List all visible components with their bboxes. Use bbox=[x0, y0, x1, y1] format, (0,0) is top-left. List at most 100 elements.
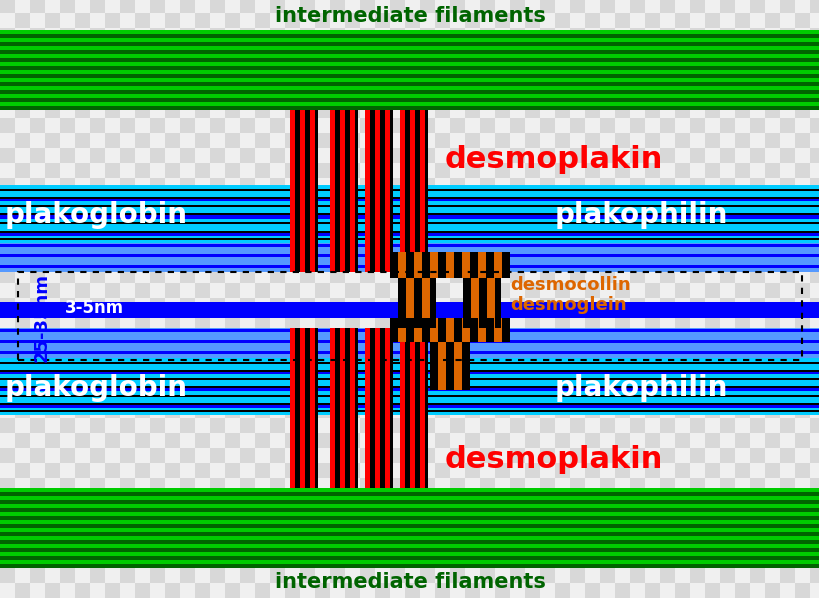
Bar bbox=[360, 538, 374, 553]
Bar bbox=[464, 388, 479, 403]
Bar bbox=[674, 373, 689, 388]
Bar bbox=[120, 343, 135, 358]
Bar bbox=[269, 28, 285, 43]
Bar bbox=[464, 88, 479, 103]
Bar bbox=[0, 373, 15, 388]
Bar bbox=[135, 43, 150, 58]
Bar bbox=[734, 298, 749, 313]
Bar bbox=[300, 268, 314, 283]
Bar bbox=[405, 388, 419, 403]
Bar bbox=[495, 13, 509, 28]
Bar bbox=[300, 58, 314, 73]
Bar bbox=[180, 268, 195, 283]
Bar bbox=[120, 538, 135, 553]
Bar bbox=[30, 328, 45, 343]
Bar bbox=[479, 508, 495, 523]
Bar bbox=[300, 328, 305, 488]
Bar bbox=[779, 178, 794, 193]
Bar bbox=[600, 283, 614, 298]
Bar bbox=[794, 463, 809, 478]
Bar bbox=[255, 373, 269, 388]
Bar bbox=[45, 538, 60, 553]
Bar bbox=[419, 313, 434, 328]
Bar bbox=[674, 568, 689, 583]
Bar bbox=[450, 13, 464, 28]
Bar bbox=[689, 403, 704, 418]
Bar bbox=[689, 253, 704, 268]
Bar bbox=[255, 238, 269, 253]
Bar bbox=[180, 208, 195, 223]
Bar bbox=[629, 103, 645, 118]
Bar bbox=[300, 0, 314, 13]
Bar bbox=[540, 523, 554, 538]
Bar bbox=[734, 583, 749, 598]
Bar bbox=[300, 253, 314, 268]
Bar bbox=[180, 568, 195, 583]
Bar bbox=[569, 148, 584, 163]
Bar bbox=[285, 493, 300, 508]
Bar bbox=[150, 193, 165, 208]
Bar bbox=[300, 508, 314, 523]
Bar bbox=[674, 193, 689, 208]
Bar bbox=[314, 508, 329, 523]
Bar bbox=[764, 523, 779, 538]
Bar bbox=[689, 283, 704, 298]
Bar bbox=[479, 433, 495, 448]
Bar bbox=[779, 553, 794, 568]
Bar bbox=[15, 343, 30, 358]
Bar bbox=[614, 118, 629, 133]
Bar bbox=[674, 523, 689, 538]
Bar bbox=[374, 133, 390, 148]
Bar bbox=[385, 328, 390, 488]
Bar bbox=[645, 58, 659, 73]
Bar bbox=[764, 0, 779, 13]
Bar bbox=[374, 13, 390, 28]
Bar bbox=[524, 73, 540, 88]
Bar bbox=[120, 193, 135, 208]
Bar bbox=[569, 268, 584, 283]
Bar bbox=[30, 178, 45, 193]
Bar bbox=[210, 193, 224, 208]
Bar bbox=[400, 110, 405, 272]
Bar bbox=[764, 418, 779, 433]
Bar bbox=[584, 268, 600, 283]
Bar bbox=[794, 388, 809, 403]
Bar bbox=[524, 43, 540, 58]
Bar bbox=[15, 433, 30, 448]
Bar bbox=[749, 553, 764, 568]
Bar bbox=[180, 253, 195, 268]
Bar bbox=[120, 28, 135, 43]
Bar bbox=[195, 478, 210, 493]
Bar bbox=[509, 538, 524, 553]
Bar bbox=[269, 163, 285, 178]
Bar bbox=[60, 178, 75, 193]
Bar bbox=[75, 313, 90, 328]
Bar bbox=[0, 298, 15, 313]
Bar bbox=[90, 388, 105, 403]
Bar bbox=[645, 343, 659, 358]
Bar bbox=[719, 283, 734, 298]
Bar bbox=[614, 373, 629, 388]
Bar bbox=[734, 283, 749, 298]
Bar bbox=[674, 103, 689, 118]
Bar bbox=[659, 58, 674, 73]
Bar bbox=[390, 252, 509, 278]
Bar bbox=[719, 433, 734, 448]
Bar bbox=[75, 328, 90, 343]
Bar bbox=[645, 373, 659, 388]
Bar bbox=[285, 568, 300, 583]
Bar bbox=[689, 388, 704, 403]
Bar bbox=[45, 178, 60, 193]
Bar bbox=[749, 193, 764, 208]
Bar bbox=[584, 28, 600, 43]
Bar bbox=[300, 283, 314, 298]
Bar bbox=[45, 268, 60, 283]
Bar bbox=[540, 133, 554, 148]
Bar bbox=[600, 328, 614, 343]
Bar bbox=[450, 418, 464, 433]
Bar bbox=[150, 478, 165, 493]
Bar bbox=[554, 508, 569, 523]
Bar bbox=[374, 178, 390, 193]
Bar bbox=[674, 208, 689, 223]
Bar bbox=[450, 118, 464, 133]
